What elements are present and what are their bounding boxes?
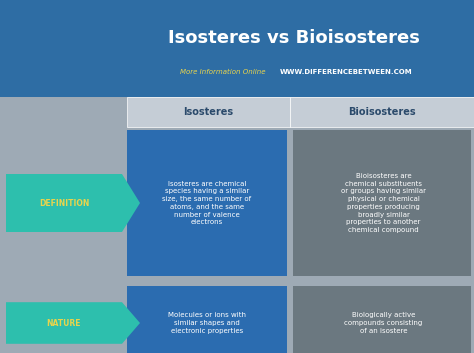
Text: Bioisosteres are
chemical substituents
or groups having similar
physical or chem: Bioisosteres are chemical substituents o…	[341, 173, 426, 233]
Polygon shape	[6, 302, 140, 344]
Text: More Information Online: More Information Online	[180, 69, 265, 75]
FancyBboxPatch shape	[293, 286, 471, 353]
Text: Biologically active
compounds consisting
of an isostere: Biologically active compounds consisting…	[345, 312, 423, 334]
FancyBboxPatch shape	[0, 97, 474, 353]
FancyBboxPatch shape	[290, 97, 474, 127]
FancyBboxPatch shape	[293, 130, 471, 276]
Text: Isosteres: Isosteres	[183, 107, 234, 117]
Text: NATURE: NATURE	[47, 318, 81, 328]
Text: DEFINITION: DEFINITION	[39, 198, 89, 208]
FancyBboxPatch shape	[127, 97, 290, 127]
FancyBboxPatch shape	[0, 0, 474, 97]
FancyBboxPatch shape	[127, 286, 287, 353]
FancyBboxPatch shape	[127, 130, 287, 276]
Text: WWW.DIFFERENCEBETWEEN.COM: WWW.DIFFERENCEBETWEEN.COM	[280, 69, 412, 75]
Polygon shape	[6, 174, 140, 232]
Text: Isosteres vs Bioisosteres: Isosteres vs Bioisosteres	[168, 29, 420, 47]
Text: Bioisosteres: Bioisosteres	[348, 107, 416, 117]
Text: Molecules or ions with
similar shapes and
electronic properties: Molecules or ions with similar shapes an…	[168, 312, 246, 334]
Text: Isosteres are chemical
species having a similar
size, the same number of
atoms, : Isosteres are chemical species having a …	[163, 181, 252, 225]
